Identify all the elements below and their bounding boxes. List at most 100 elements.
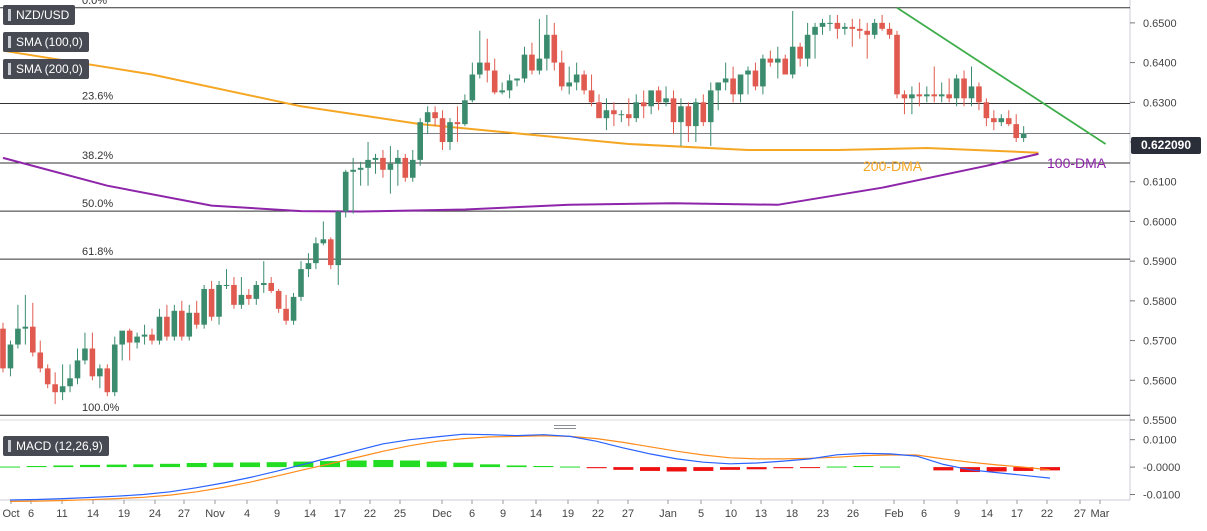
fib-level-label: 61.8% [82, 246, 113, 258]
candle-body [514, 78, 520, 81]
macd-histogram-bar [986, 467, 1007, 472]
candle-body [976, 86, 982, 103]
candle-body [812, 26, 818, 35]
candle-body [499, 90, 505, 93]
macd-histogram-bar [666, 467, 687, 472]
macd-histogram-bar [346, 460, 367, 468]
x-tick-label: 17 [334, 508, 346, 520]
candle-body [789, 46, 796, 75]
candle-body [558, 62, 565, 87]
macd-histogram-bar [933, 467, 954, 471]
candle-body [991, 118, 997, 123]
candle-body [685, 106, 692, 127]
candle-body [901, 94, 908, 99]
y-tick-label: 0.5900 [1143, 256, 1177, 268]
y-tick-label: 0.6000 [1143, 216, 1177, 228]
candle-body [775, 58, 781, 63]
macd-histogram-bar [266, 462, 287, 468]
sma200-label: SMA (200,0) [16, 62, 83, 76]
candle-body [141, 334, 148, 337]
candle-body [797, 46, 803, 59]
macd-histogram-bar [853, 466, 874, 468]
trendline-resistance [896, 7, 1107, 145]
macd-y-tick-label: -0.0100 [1143, 490, 1180, 502]
x-tick-label: Dec [432, 508, 452, 520]
x-tick-label: 27 [1074, 508, 1086, 520]
pane-resize-handle[interactable] [554, 425, 576, 432]
legend-sma200[interactable]: SMA (200,0) [3, 59, 89, 79]
legend-sma100[interactable]: SMA (100,0) [3, 32, 89, 52]
candle-body [745, 70, 751, 75]
candle-body [305, 263, 312, 270]
x-tick-label: 22 [592, 508, 604, 520]
candle-body [946, 94, 952, 99]
candle-body [126, 330, 133, 343]
macd-line [9, 433, 1051, 501]
candle-body [44, 368, 51, 385]
y-tick-label: 0.6100 [1143, 177, 1177, 189]
bar-drag-icon [8, 63, 11, 75]
candle-body [52, 384, 58, 393]
candle-body [737, 74, 744, 95]
candle-body [693, 102, 699, 127]
candle-body [409, 159, 416, 178]
legend-symbol[interactable]: NZD/USD [3, 5, 76, 25]
candle-body [678, 106, 684, 123]
candle-body [223, 284, 230, 286]
candle-body [156, 316, 163, 341]
candle-body [670, 98, 677, 123]
candle-body [82, 348, 88, 361]
candle-body [536, 58, 543, 71]
macd-label: MACD (12,26,9) [16, 439, 103, 453]
candle-body [149, 334, 155, 341]
candle-body [819, 22, 826, 27]
y-tick-label: 0.6400 [1143, 58, 1177, 70]
legend-macd[interactable]: MACD (12,26,9) [3, 436, 109, 456]
candle-body [253, 284, 260, 299]
candle-body [365, 159, 371, 168]
candle-body [1013, 124, 1019, 139]
fib-level-label: 38.2% [82, 150, 113, 162]
candle-body [283, 308, 289, 321]
macd-histogram-bar [26, 466, 47, 468]
macd-histogram-bar [800, 467, 820, 469]
x-tick-label: 24 [149, 508, 161, 520]
candle-body [1005, 118, 1012, 125]
candle-body [357, 167, 364, 170]
symbol-label: NZD/USD [16, 8, 70, 22]
x-tick-label: 11 [56, 508, 67, 520]
candle-body [67, 378, 73, 387]
macd-histogram-bar [773, 467, 794, 469]
y-tick-label: 0.5500 [1143, 415, 1177, 427]
macd-histogram-bar [1013, 467, 1034, 471]
x-tick-label: 18 [786, 508, 798, 520]
y-tick-label: 0.5800 [1143, 296, 1177, 308]
candle-body [350, 169, 356, 172]
candle-body [700, 102, 707, 123]
candle-body [238, 294, 245, 305]
macd-histogram-bar [53, 465, 74, 468]
candle-body [633, 102, 640, 119]
candle-body [886, 28, 893, 35]
candle-body [201, 288, 207, 325]
candle-body [767, 58, 774, 63]
candle-body [439, 118, 446, 143]
candle-body [328, 239, 334, 266]
candle-body [894, 34, 900, 95]
candle-body [648, 90, 654, 107]
x-tick-label: 9 [274, 508, 280, 520]
candle-body [588, 90, 595, 103]
candle-body [722, 78, 729, 83]
candle-body [290, 296, 297, 321]
candle-body [953, 78, 960, 99]
candle-body [22, 326, 29, 329]
candle-body [119, 330, 125, 345]
candle-body [186, 312, 193, 337]
bar-drag-icon [8, 440, 11, 452]
fib-level-label: 100.0% [82, 402, 120, 414]
candle-body [454, 122, 461, 125]
x-tick-label: 9 [954, 508, 960, 520]
candle-body [581, 74, 587, 91]
